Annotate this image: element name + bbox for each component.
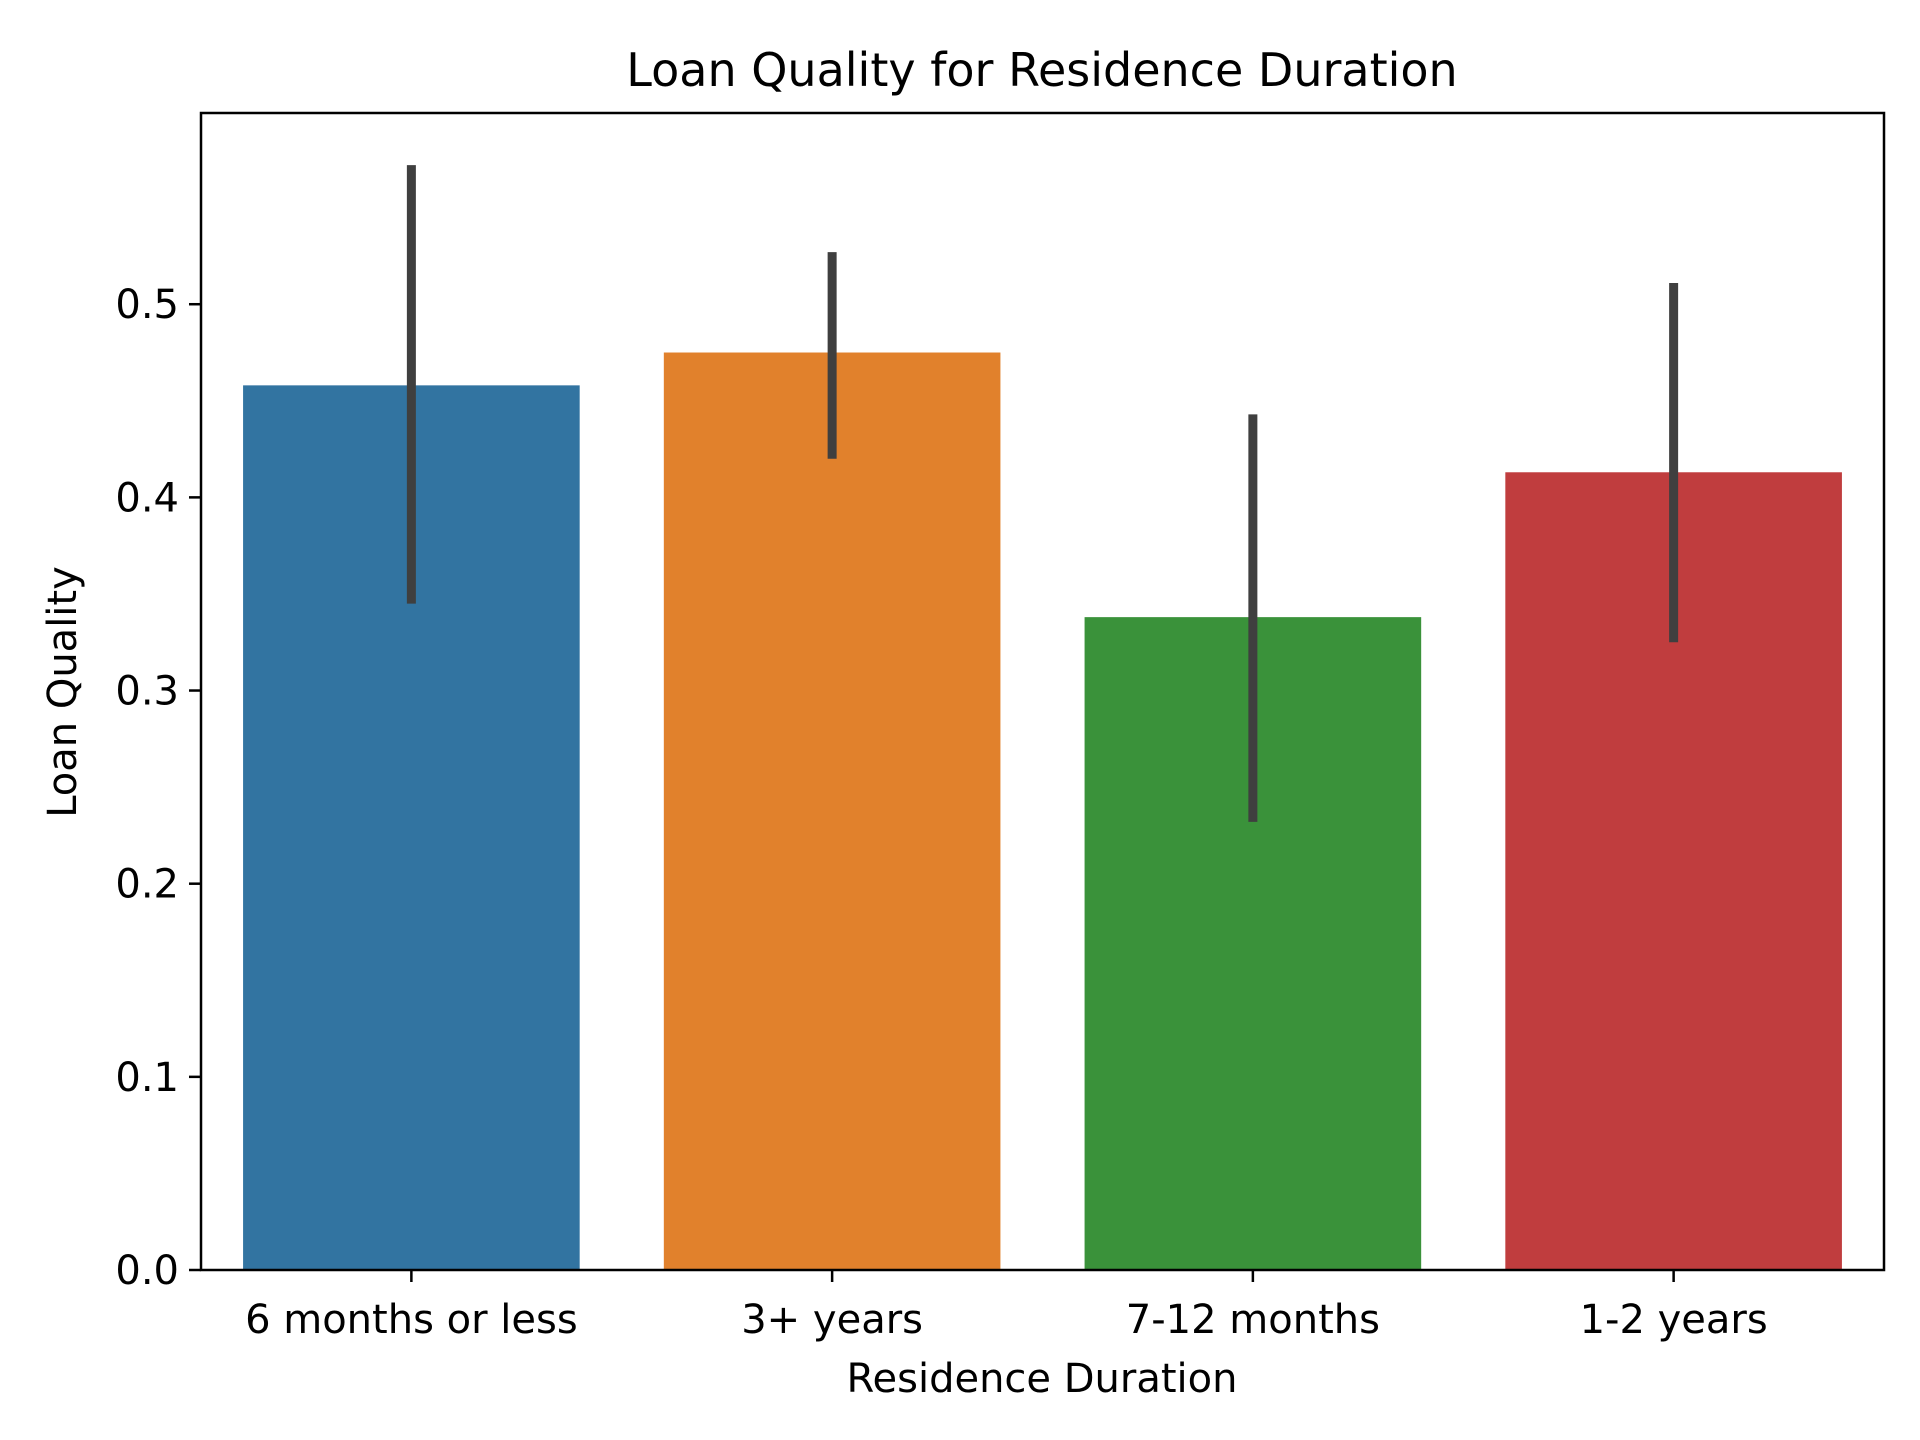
plot-frame xyxy=(199,111,1886,1272)
bar-1 xyxy=(663,352,1001,1270)
y-tick-label-4: 0.4 xyxy=(115,475,179,521)
x-axis: 6 months or less 3+ years 7-12 months 1-2 y… xyxy=(245,1270,1768,1343)
y-tick-label-1: 0.1 xyxy=(115,1055,179,1101)
x-tick-label-0: 6 months or less xyxy=(245,1297,578,1343)
x-tick-label-3: 1-2 years xyxy=(1580,1297,1768,1343)
chart-title: Loan Quality for Residence Duration xyxy=(626,43,1457,97)
y-tick-label-3: 0.3 xyxy=(115,669,179,715)
y-axis-label: Loan Quality xyxy=(40,566,86,818)
x-axis-label: Residence Duration xyxy=(847,1356,1238,1402)
y-axis: 0.0 0.1 0.2 0.3 0.4 0.5 xyxy=(115,282,201,1294)
y-tick-label-2: 0.2 xyxy=(115,862,179,908)
y-tick-label-5: 0.5 xyxy=(115,282,179,328)
x-tick-label-2: 7-12 months xyxy=(1126,1297,1380,1343)
errorbars-layer xyxy=(406,165,1679,822)
x-tick-label-1: 3+ years xyxy=(741,1297,923,1343)
y-tick-label-0: 0.0 xyxy=(115,1248,179,1294)
